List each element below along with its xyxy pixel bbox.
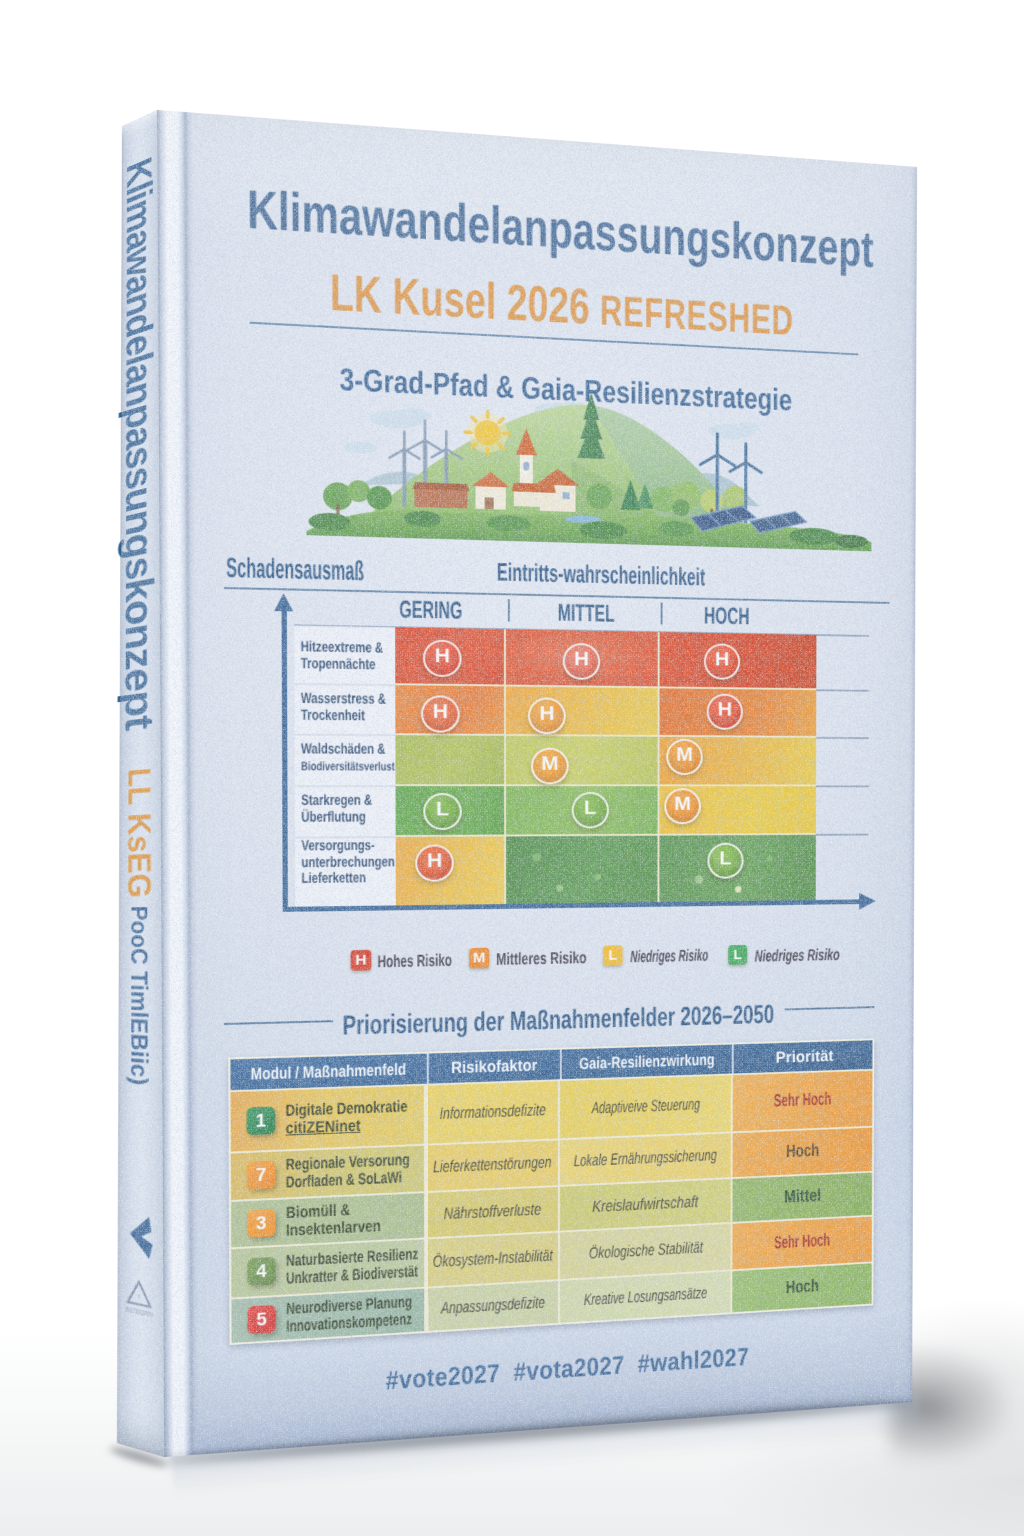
svg-text:!: ! xyxy=(138,1293,140,1303)
svg-text:3537092PPK: 3537092PPK xyxy=(125,1307,152,1320)
